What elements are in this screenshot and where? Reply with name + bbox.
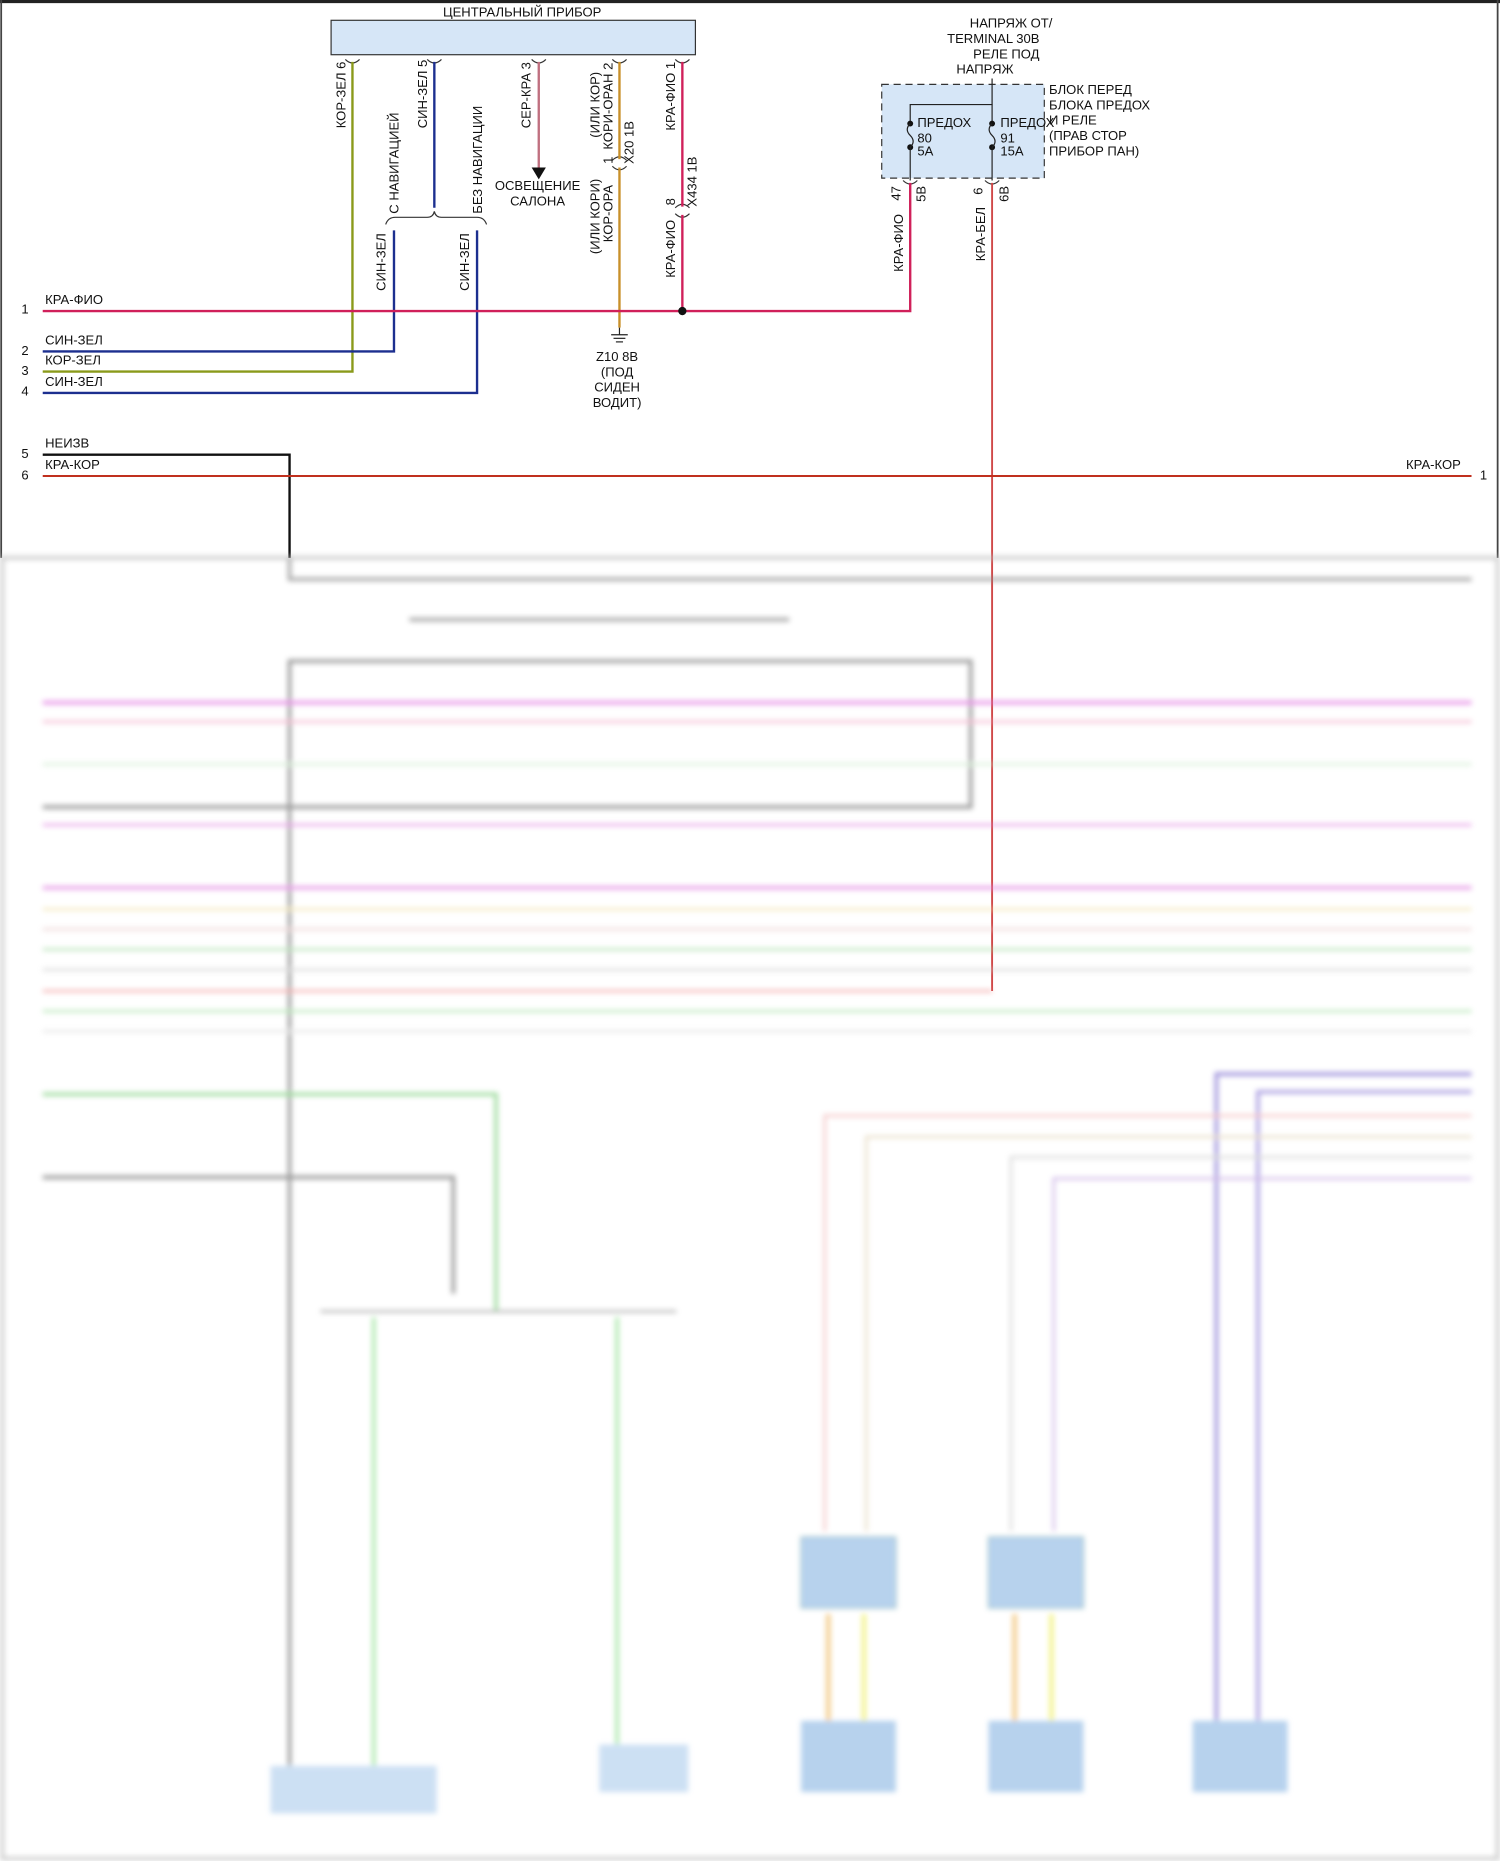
lighting-arrow-icon — [531, 167, 546, 180]
wire-num-6: 6 — [21, 468, 28, 483]
wire-num-3: 3 — [21, 363, 28, 378]
fuse-a-rating: 5A — [917, 144, 933, 159]
pin1-lower-label: КРА-ФИО — [663, 220, 678, 278]
wire-num-4: 4 — [21, 383, 28, 398]
supply-label-4: НАПРЯЖ — [956, 62, 1013, 77]
fuse-box-name-5: ПРИБОР ПАН) — [1049, 144, 1139, 159]
wire-num-5: 5 — [21, 446, 28, 461]
wire-sin-zel-with-nav — [42, 230, 396, 353]
fuse-a-number: 80 — [917, 131, 932, 146]
pin6-label: КОР-ЗЕЛ 6 — [333, 62, 348, 129]
with-nav-wire-label: СИН-ЗЕЛ — [374, 233, 389, 291]
wire-label-6: КРА-КОР — [45, 457, 100, 472]
right-wire-num: 1 — [1480, 468, 1487, 483]
pin3-label: СЕР-КРА 3 — [518, 62, 533, 128]
pin1-label: КРА-ФИО 1 — [663, 62, 678, 131]
right-wire-label: КРА-КОР — [1406, 457, 1461, 472]
pin5-label: СИН-ЗЕЛ 5 — [415, 60, 430, 129]
wire-kra-fio-main — [42, 182, 912, 313]
wire-label-1: КРА-ФИО — [45, 292, 103, 307]
supply-label-2: TERMINAL 30В — [947, 31, 1040, 46]
supply-label-1: НАПРЯЖ ОТ/ — [970, 15, 1053, 30]
fuse-box-name-2: БЛОКА ПРЕДОХ — [1049, 97, 1150, 112]
fuse-b-number: 91 — [1000, 131, 1015, 146]
fuse-wire-a-label: КРА-ФИО — [891, 214, 906, 272]
ground-label-line2: (ПОД — [601, 364, 634, 379]
fuse-a-label: ПРЕДОХ — [917, 115, 971, 130]
fuse-box-name-1: БЛОК ПЕРЕД — [1049, 82, 1132, 97]
wire-label-5: НЕИЗВ — [45, 436, 89, 451]
lighting-label-line1: ОСВЕЩЕНИЕ — [495, 178, 581, 193]
wire-label-4: СИН-ЗЕЛ — [45, 374, 103, 389]
x20-connector-label: X20 1В — [622, 121, 637, 164]
without-nav-wire-label: СИН-ЗЕЛ — [457, 233, 472, 291]
lighting-label-line2: САЛОНА — [510, 193, 565, 208]
blurred-lower-diagram — [0, 556, 1500, 1861]
fuse-wire-b-label: КРА-БЕЛ — [973, 207, 988, 261]
wire-neizv — [42, 453, 291, 558]
supply-label-3: РЕЛЕ ПОД — [973, 46, 1040, 61]
x434-pin: 8 — [663, 198, 678, 205]
central-unit-title: ЦЕНТРАЛЬНЫЙ ПРИБОР — [443, 5, 602, 20]
splice-dot — [678, 306, 687, 316]
fuse-pin-a: 47 — [889, 186, 904, 201]
ground-label-line4: ВОДИТ) — [593, 395, 642, 410]
wire-label-2: СИН-ЗЕЛ — [45, 332, 103, 347]
pin2-lower-line1: (ИЛИ КОРИ) — [587, 179, 602, 254]
fuse-80-icon — [906, 120, 914, 181]
fuse-box — [881, 83, 1045, 179]
wire-sin-zel-without-nav — [42, 230, 479, 395]
wire-num-2: 2 — [21, 343, 28, 358]
with-nav-label: С НАВИГАЦИЕЙ — [387, 112, 402, 213]
ground-label-line3: СИДЕН — [594, 380, 640, 395]
fuse-box-name-4: (ПРАВ СТОР — [1049, 128, 1127, 143]
x20-pin: 1 — [600, 157, 615, 164]
without-nav-label: БЕЗ НАВИГАЦИИ — [470, 106, 485, 214]
fuse-box-name-3: И РЕЛЕ — [1049, 113, 1097, 128]
fuse-pin-b-conn: 6В — [997, 186, 1012, 202]
fuse-b-rating: 15A — [1000, 144, 1024, 159]
wire-kor-zel — [42, 61, 354, 373]
ground-icon — [611, 327, 628, 343]
fuse-b-label: ПРЕДОХ — [1000, 115, 1054, 130]
pin2-label-line2: КОРИ-ОРАН 2 — [600, 63, 615, 150]
pin2-label-line1: (ИЛИ КОР) — [587, 72, 602, 138]
fuse-pin-a-conn: 5В — [914, 186, 929, 202]
wire-num-1: 1 — [21, 301, 28, 316]
ground-label-line1: Z10 8В — [596, 349, 638, 364]
pin2-lower-line2: КОР-ОРА — [600, 185, 615, 243]
option-brace — [385, 211, 488, 225]
fuse-pin-b: 6 — [971, 187, 986, 194]
fuse-91-icon — [988, 120, 996, 181]
central-unit-box — [330, 19, 697, 56]
x434-connector-label: X434 1В — [685, 156, 700, 206]
supply-bus — [909, 78, 993, 124]
wire-label-3: КОР-ЗЕЛ — [45, 352, 101, 367]
